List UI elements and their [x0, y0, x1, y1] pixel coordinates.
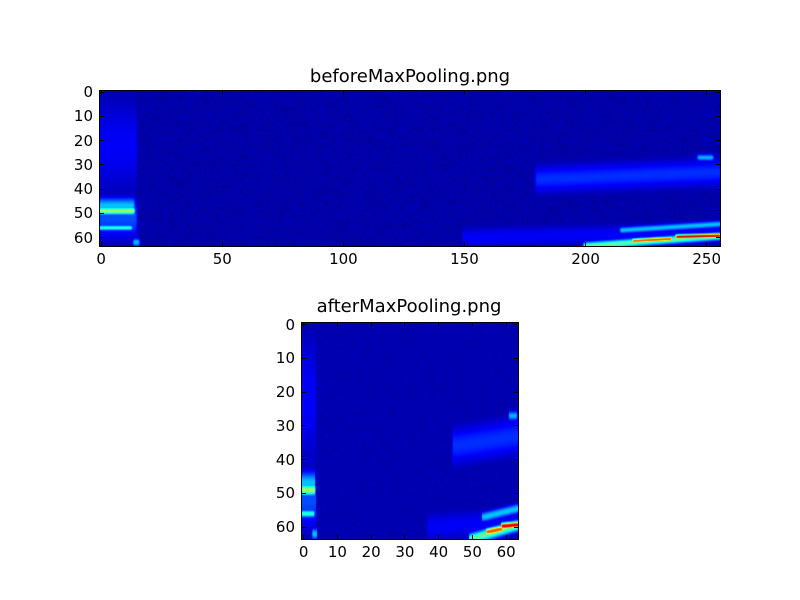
x-tick-label: 10	[327, 543, 347, 561]
chart-title-before: beforeMaxPooling.png	[309, 66, 511, 87]
x-tick-mark	[404, 323, 406, 327]
x-tick-label: 150	[450, 250, 479, 268]
y-tick-mark	[100, 188, 104, 190]
y-tick-mark	[100, 212, 104, 214]
y-tick-label: 10	[73, 107, 93, 126]
y-tick-label: 20	[73, 131, 93, 150]
x-tick-mark	[438, 323, 440, 327]
x-tick-label: 30	[395, 543, 415, 561]
x-tick-mark	[370, 323, 372, 327]
x-tick-label: 50	[212, 250, 232, 268]
y-tick-mark	[716, 164, 720, 166]
heatmap-before-axes	[99, 90, 721, 247]
heatmap-after-axes	[301, 322, 519, 540]
y-tick-label: 40	[275, 450, 295, 469]
x-tick-mark	[336, 323, 338, 327]
y-tick-mark	[302, 324, 306, 326]
x-tick-mark	[471, 535, 473, 539]
x-tick-label: 0	[298, 543, 309, 561]
x-tick-mark	[221, 242, 223, 246]
x-tick-mark	[706, 91, 708, 95]
x-tick-label: 60	[496, 543, 516, 561]
y-tick-label: 20	[275, 383, 295, 402]
x-tick-mark	[463, 91, 465, 95]
y-tick-label: 60	[275, 518, 295, 537]
x-tick-mark	[438, 535, 440, 539]
y-tick-mark	[100, 91, 104, 93]
x-tick-mark	[370, 535, 372, 539]
y-tick-mark	[716, 237, 720, 239]
chart-title-after: afterMaxPooling.png	[316, 296, 502, 317]
y-tick-mark	[302, 492, 306, 494]
y-tick-mark	[302, 526, 306, 528]
y-tick-mark	[514, 391, 518, 393]
x-tick-label: 250	[692, 250, 721, 268]
x-tick-mark	[463, 242, 465, 246]
y-tick-label: 30	[73, 155, 93, 174]
x-tick-label: 40	[429, 543, 449, 561]
y-tick-mark	[716, 115, 720, 117]
y-tick-mark	[716, 140, 720, 142]
y-tick-mark	[514, 526, 518, 528]
y-tick-mark	[514, 425, 518, 427]
y-tick-mark	[302, 425, 306, 427]
heatmap-after-image	[302, 323, 518, 539]
x-tick-label: 50	[462, 543, 482, 561]
y-tick-label: 10	[275, 349, 295, 368]
x-tick-mark	[342, 242, 344, 246]
x-tick-mark	[505, 535, 507, 539]
x-tick-mark	[585, 91, 587, 95]
x-tick-mark	[342, 91, 344, 95]
x-tick-label: 200	[571, 250, 600, 268]
x-tick-mark	[221, 91, 223, 95]
heatmap-before-image	[100, 91, 720, 246]
y-tick-mark	[514, 492, 518, 494]
x-tick-mark	[100, 91, 102, 95]
y-tick-mark	[100, 115, 104, 117]
y-tick-label: 40	[73, 180, 93, 199]
y-tick-label: 50	[73, 204, 93, 223]
x-tick-mark	[585, 242, 587, 246]
x-tick-mark	[303, 535, 305, 539]
x-tick-label: 100	[329, 250, 358, 268]
y-tick-label: 50	[275, 484, 295, 503]
x-tick-label: 0	[96, 250, 106, 268]
x-tick-mark	[706, 242, 708, 246]
y-tick-mark	[716, 188, 720, 190]
y-tick-mark	[514, 459, 518, 461]
y-tick-mark	[100, 164, 104, 166]
y-tick-mark	[716, 91, 720, 93]
y-tick-label: 30	[275, 416, 295, 435]
y-tick-label: 0	[83, 83, 93, 102]
y-tick-label: 0	[285, 315, 295, 334]
y-tick-mark	[514, 357, 518, 359]
y-tick-mark	[514, 324, 518, 326]
y-tick-mark	[302, 357, 306, 359]
x-tick-mark	[471, 323, 473, 327]
x-tick-mark	[505, 323, 507, 327]
y-tick-label: 60	[73, 228, 93, 247]
y-tick-mark	[716, 212, 720, 214]
y-tick-mark	[100, 237, 104, 239]
x-tick-mark	[100, 242, 102, 246]
x-tick-mark	[404, 535, 406, 539]
y-tick-mark	[302, 459, 306, 461]
x-tick-mark	[336, 535, 338, 539]
y-tick-mark	[100, 140, 104, 142]
x-tick-label: 20	[361, 543, 381, 561]
y-tick-mark	[302, 391, 306, 393]
